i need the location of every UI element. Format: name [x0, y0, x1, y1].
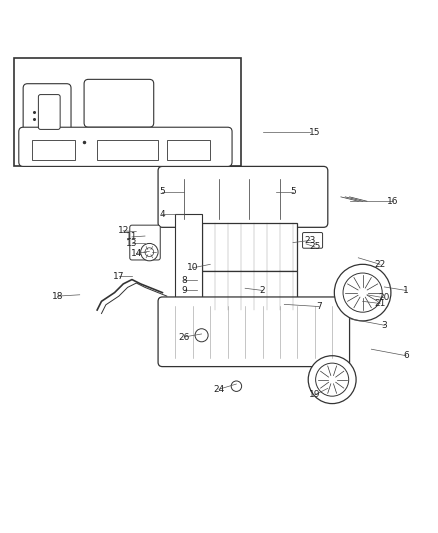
FancyBboxPatch shape [84, 79, 154, 127]
Text: 12: 12 [117, 227, 129, 235]
Text: 14: 14 [131, 249, 142, 258]
Text: 9: 9 [181, 286, 187, 295]
Text: 16: 16 [387, 197, 399, 206]
Circle shape [145, 248, 154, 256]
Circle shape [231, 381, 242, 391]
Circle shape [316, 363, 349, 396]
Text: 21: 21 [374, 299, 386, 308]
FancyBboxPatch shape [32, 140, 75, 160]
Text: 6: 6 [403, 351, 409, 360]
Text: 20: 20 [379, 293, 390, 302]
Text: 23: 23 [305, 236, 316, 245]
Circle shape [141, 244, 158, 261]
Text: 4: 4 [159, 210, 165, 219]
FancyBboxPatch shape [23, 84, 71, 149]
Text: 5: 5 [290, 187, 296, 196]
FancyBboxPatch shape [158, 297, 350, 367]
FancyBboxPatch shape [167, 140, 210, 160]
Text: 10: 10 [187, 263, 199, 272]
Text: 15: 15 [309, 128, 321, 137]
Text: 19: 19 [309, 390, 321, 399]
Text: 8: 8 [181, 276, 187, 285]
Circle shape [334, 264, 391, 321]
Text: 3: 3 [381, 321, 387, 330]
Circle shape [195, 329, 208, 342]
FancyBboxPatch shape [97, 140, 158, 160]
Circle shape [343, 273, 382, 312]
Text: 7: 7 [316, 302, 322, 311]
Text: 24: 24 [213, 385, 225, 394]
FancyBboxPatch shape [19, 127, 232, 166]
FancyBboxPatch shape [201, 271, 297, 310]
FancyBboxPatch shape [158, 166, 328, 228]
FancyBboxPatch shape [201, 223, 297, 271]
Circle shape [308, 356, 356, 403]
Text: 18: 18 [52, 292, 64, 301]
Text: 22: 22 [374, 260, 385, 269]
Text: 11: 11 [126, 232, 138, 241]
Text: 5: 5 [159, 187, 165, 196]
FancyBboxPatch shape [39, 94, 60, 130]
Text: 2: 2 [260, 286, 265, 295]
Text: 1: 1 [403, 286, 409, 295]
FancyBboxPatch shape [303, 232, 322, 248]
PathPatch shape [176, 214, 201, 332]
Text: 13: 13 [126, 239, 138, 248]
Text: 26: 26 [179, 333, 190, 342]
Text: 17: 17 [113, 272, 125, 280]
Text: 25: 25 [309, 243, 321, 252]
FancyBboxPatch shape [130, 225, 160, 260]
FancyBboxPatch shape [14, 58, 241, 166]
